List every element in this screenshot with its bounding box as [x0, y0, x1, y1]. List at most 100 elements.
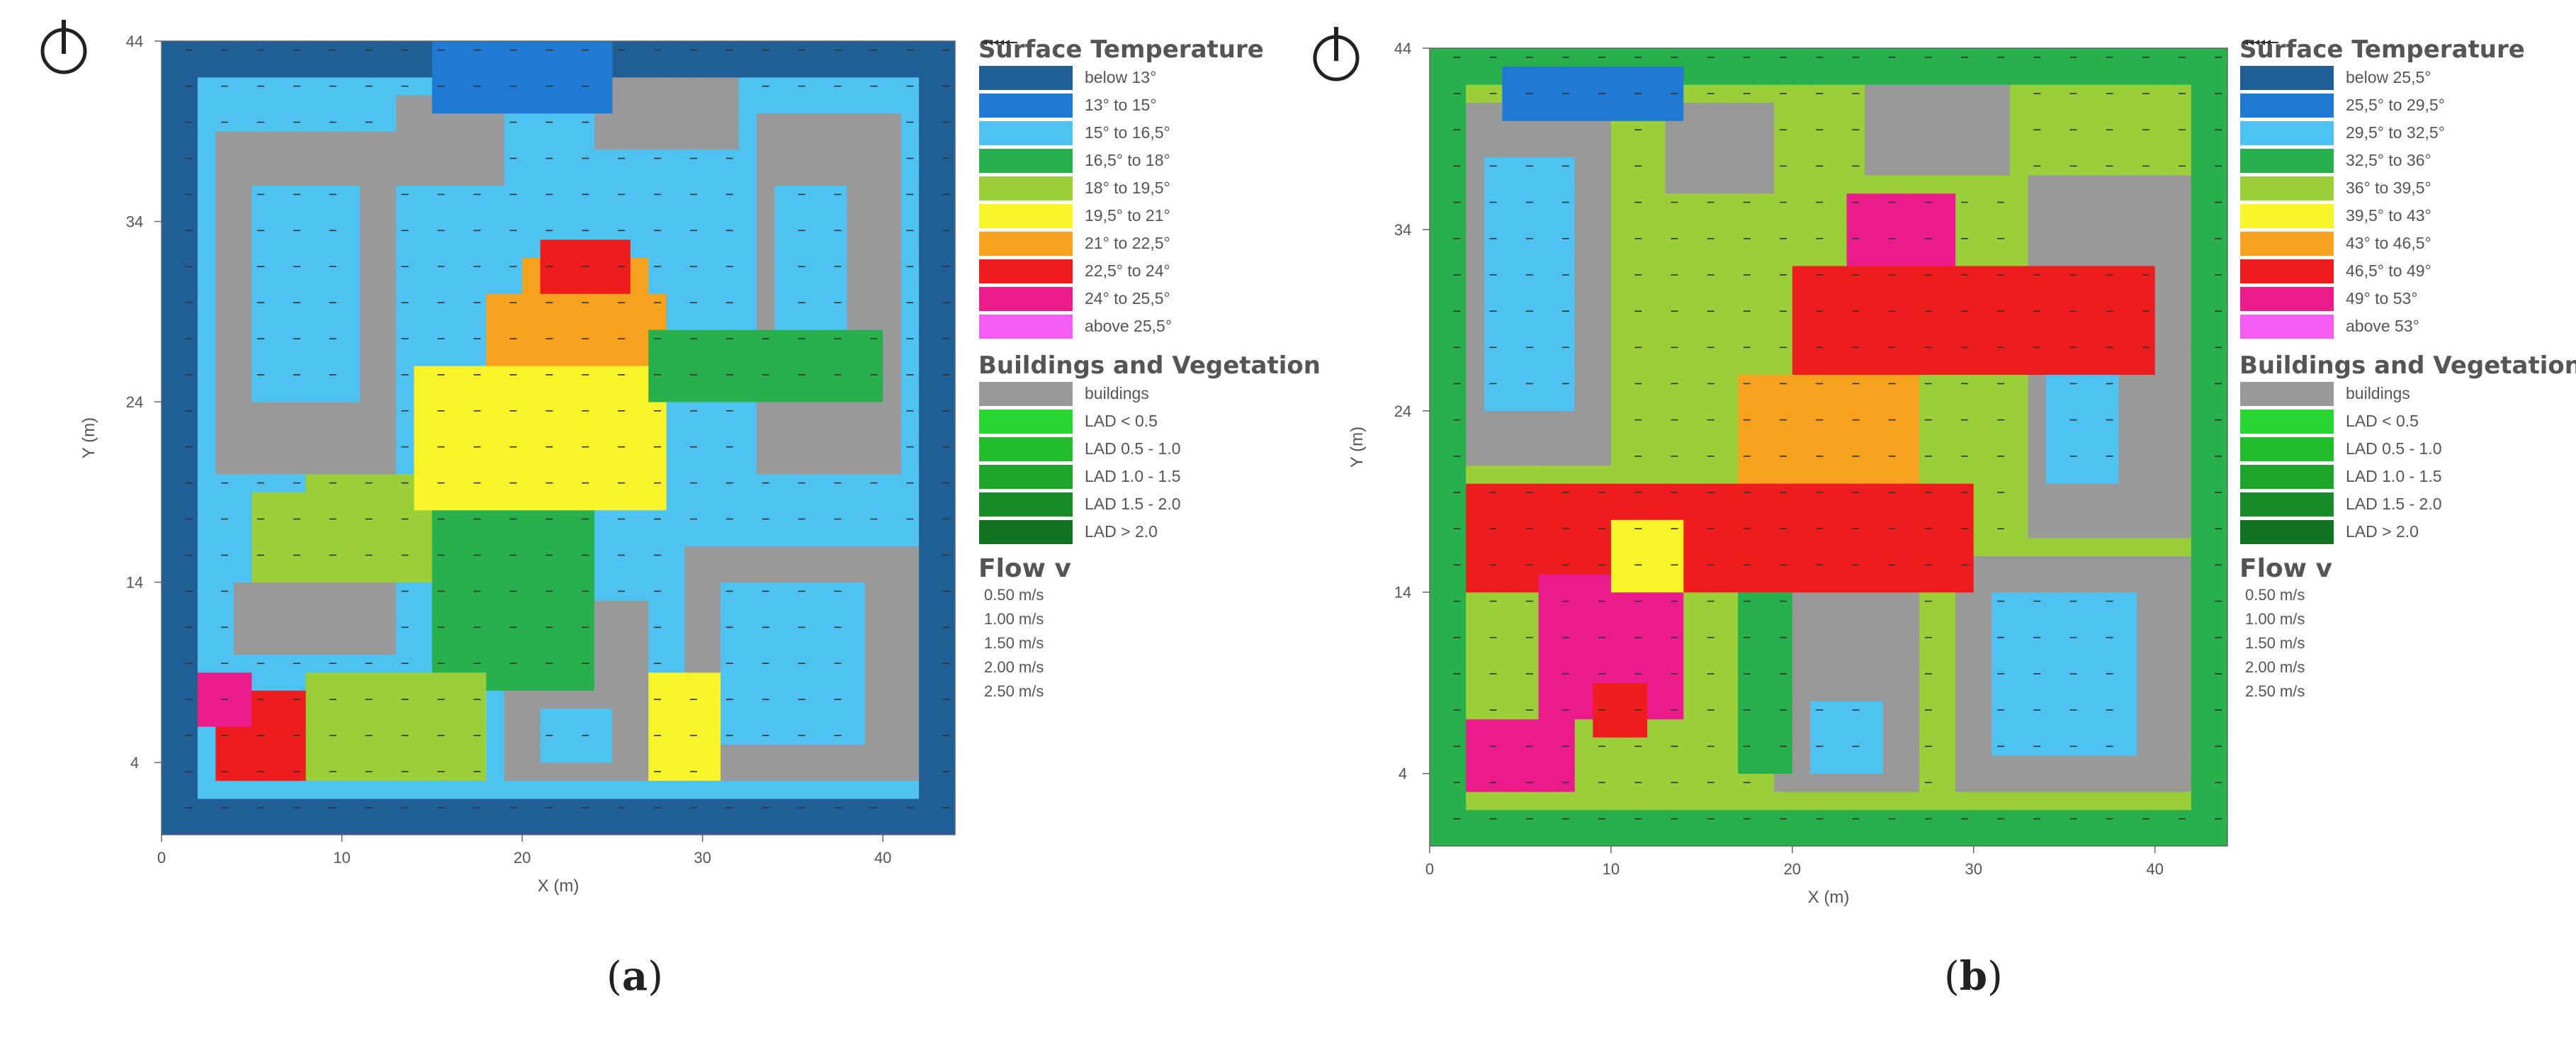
- heatmap-cell: [2191, 84, 2210, 103]
- heatmap-cell: [774, 329, 793, 349]
- heatmap-cell: [2009, 447, 2028, 466]
- heatmap-cell: [2009, 828, 2028, 847]
- heatmap-cell: [1992, 429, 2011, 448]
- heatmap-cell: [1865, 66, 1884, 85]
- legend-buildings-swatch: [2239, 436, 2334, 462]
- heatmap-cell: [828, 203, 847, 222]
- heatmap-cell: [233, 528, 252, 547]
- legend-temperature-swatch: [2239, 64, 2334, 91]
- legend-buildings-label: LAD 0.5 - 1.0: [2346, 439, 2442, 458]
- heatmap-cell: [252, 708, 271, 727]
- heatmap-cell: [1610, 429, 1629, 448]
- heatmap-cell: [2173, 447, 2192, 466]
- heatmap-cell: [1557, 755, 1576, 774]
- heatmap-cell: [269, 347, 288, 366]
- heatmap-cell: [594, 816, 613, 835]
- heatmap-cell: [1574, 646, 1593, 665]
- heatmap-cell: [757, 600, 775, 619]
- heatmap-cell: [431, 149, 451, 168]
- heatmap-cell: [1665, 828, 1684, 847]
- heatmap-cell: [1719, 809, 1739, 828]
- heatmap-cell: [864, 149, 883, 168]
- heatmap-cell: [360, 816, 378, 835]
- heatmap-cell: [486, 654, 505, 673]
- heatmap-cell: [1865, 646, 1884, 665]
- heatmap-cell: [738, 636, 757, 655]
- heatmap-cell: [2028, 682, 2047, 701]
- heatmap-cell: [774, 726, 793, 745]
- heatmap-cell: [558, 744, 577, 763]
- heatmap-cell: [1865, 429, 1884, 448]
- heatmap-cell: [2028, 755, 2047, 774]
- heatmap-cell: [1756, 447, 1775, 466]
- heatmap-cell: [847, 347, 866, 366]
- heatmap-cell: [2082, 737, 2101, 756]
- heatmap-cell: [630, 438, 649, 456]
- heatmap-cell: [1829, 501, 1847, 520]
- heatmap-cell: [305, 456, 324, 475]
- heatmap-cell: [738, 366, 757, 385]
- heatmap-cell: [738, 383, 757, 402]
- heatmap-cell: [395, 708, 414, 727]
- heatmap-cell: [341, 654, 361, 673]
- heatmap-cell: [774, 347, 793, 366]
- heatmap-cell: [1901, 193, 1920, 212]
- heatmap-cell: [1683, 374, 1702, 393]
- heatmap-cell: [1738, 157, 1757, 176]
- heatmap-cell: [1792, 175, 1811, 194]
- heatmap-cell: [2137, 410, 2156, 429]
- heatmap-cell: [1430, 828, 1448, 847]
- heatmap-cell: [1846, 320, 1865, 339]
- heatmap-cell: [1901, 356, 1920, 376]
- heatmap-cell: [395, 59, 414, 78]
- heatmap-cell: [1447, 682, 1467, 701]
- heatmap-cell: [1846, 665, 1865, 684]
- heatmap-cell: [1792, 718, 1811, 738]
- heatmap-cell: [1955, 429, 1975, 448]
- heatmap-cell: [305, 366, 324, 385]
- heatmap-cell: [1484, 755, 1503, 774]
- heatmap-cell: [1955, 102, 1975, 121]
- heatmap-cell: [648, 600, 667, 619]
- heatmap-cell: [1846, 682, 1865, 701]
- heatmap-cell: [919, 257, 937, 276]
- heatmap-cell: [414, 366, 433, 385]
- heatmap-cell: [1538, 175, 1557, 194]
- heatmap-cell: [1937, 828, 1956, 847]
- heatmap-cell: [2137, 175, 2156, 194]
- heatmap-cell: [1865, 247, 1884, 266]
- heatmap-cell: [648, 383, 667, 402]
- heatmap-cell: [2154, 556, 2174, 575]
- heatmap-cell: [558, 816, 577, 835]
- heatmap-cell: [2046, 48, 2065, 67]
- heatmap-cell: [1502, 665, 1521, 684]
- heatmap-cell: [252, 816, 271, 835]
- heatmap-cell: [450, 329, 469, 349]
- heatmap-cell: [1447, 574, 1467, 593]
- heatmap-cell: [1792, 266, 1811, 285]
- heatmap-cell: [2191, 120, 2210, 140]
- heatmap-cell: [2100, 66, 2119, 85]
- heatmap-cell: [702, 293, 721, 312]
- heatmap-cell: [2137, 755, 2156, 774]
- heatmap-cell: [721, 636, 739, 655]
- heatmap-cell: [1919, 84, 1938, 103]
- heatmap-cell: [1937, 175, 1956, 194]
- heatmap-cell: [1865, 737, 1884, 756]
- heatmap-cell: [684, 239, 704, 258]
- heatmap-cell: [378, 744, 397, 763]
- heatmap-cell: [1901, 809, 1920, 828]
- heatmap-cell: [738, 221, 757, 240]
- heatmap-cell: [666, 492, 685, 511]
- legend-flow-label: 1.50 m/s: [2245, 634, 2305, 652]
- heatmap-cell: [721, 456, 739, 475]
- heatmap-cell: [2173, 302, 2192, 321]
- heatmap-cell: [269, 149, 288, 168]
- heatmap-cell: [612, 744, 631, 763]
- heatmap-cell: [2009, 773, 2028, 792]
- heatmap-cell: [630, 654, 649, 673]
- heatmap-cell: [2118, 646, 2137, 665]
- heatmap-cell: [721, 546, 739, 565]
- heatmap-cell: [2209, 755, 2228, 774]
